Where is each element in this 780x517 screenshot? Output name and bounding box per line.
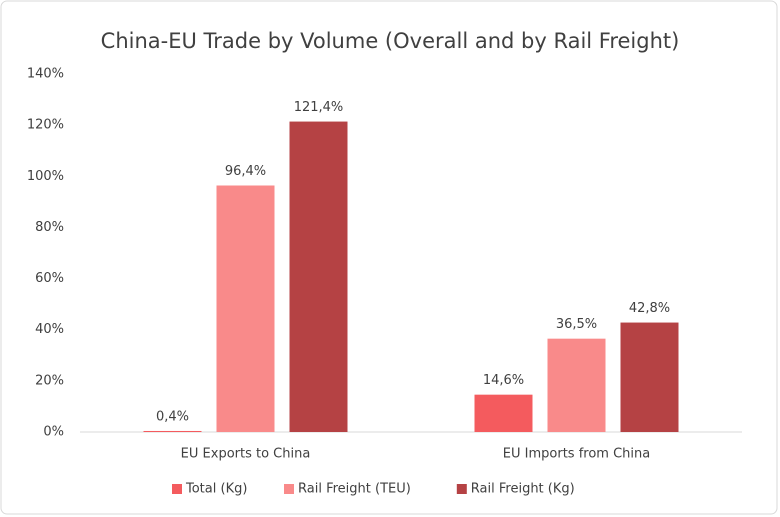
legend-swatch [456,484,467,494]
value-label: 96,4% [225,164,266,179]
y-tick-label: 80% [35,220,64,235]
y-tick-label: 140% [27,67,64,82]
y-tick-label: 120% [27,118,64,133]
bar [143,430,202,432]
x-tick-label: EU Exports to China [181,447,311,462]
value-label: 42,8% [629,301,670,316]
value-label: 121,4% [294,100,344,115]
y-tick-label: 100% [27,169,64,184]
value-label: 14,6% [483,373,524,388]
legend-label: Total (Kg) [185,482,247,497]
y-tick-label: 0% [43,425,64,440]
x-tick-label: EU Imports from China [503,447,650,462]
bar [620,322,679,432]
bar [289,121,348,432]
chart-title: China-EU Trade by Volume (Overall and by… [101,29,680,53]
bar [474,394,533,432]
y-tick-label: 40% [35,322,64,337]
y-tick-label: 20% [35,373,64,388]
y-tick-label: 60% [35,271,64,286]
legend-swatch [284,484,294,494]
bar [547,338,606,432]
value-label: 36,5% [556,317,597,332]
value-label: 0,4% [156,409,189,424]
bar [216,185,275,432]
legend-label: Rail Freight (TEU) [298,482,411,497]
legend-swatch [172,484,182,494]
legend-label: Rail Freight (Kg) [471,482,575,497]
